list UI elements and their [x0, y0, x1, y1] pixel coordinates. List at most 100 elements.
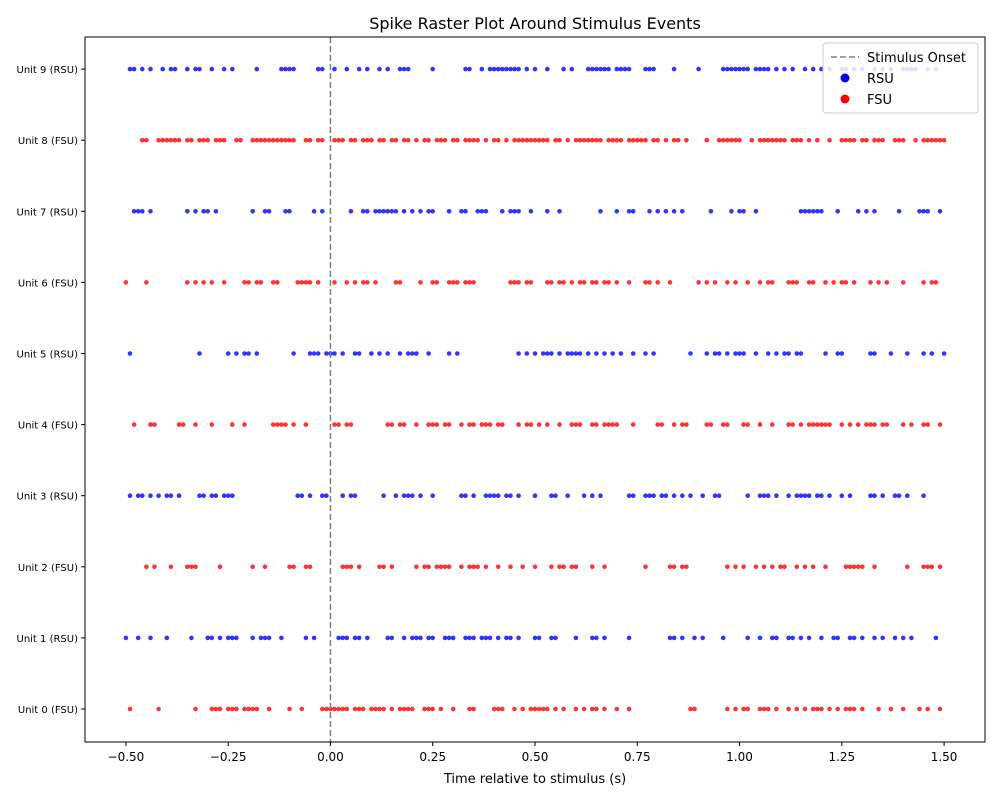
- spike-point: [315, 280, 321, 285]
- spike-point: [426, 706, 431, 712]
- spike-point: [385, 422, 391, 427]
- spike-point: [401, 493, 407, 499]
- spike-point: [573, 351, 579, 356]
- spike-point: [917, 706, 922, 712]
- spike-point: [495, 493, 501, 499]
- spike-point: [553, 137, 558, 143]
- spike-point: [381, 209, 386, 214]
- spike-point: [720, 422, 726, 427]
- spike-point: [671, 564, 677, 570]
- spike-point: [287, 706, 292, 712]
- spike-point: [675, 137, 681, 143]
- spike-point: [426, 564, 431, 570]
- spike-point: [647, 66, 652, 72]
- spike-point: [365, 66, 370, 72]
- spike-point: [745, 493, 750, 499]
- spike-point: [164, 635, 170, 641]
- spike-point: [205, 137, 210, 143]
- spike-point: [270, 280, 276, 285]
- spike-point: [757, 422, 763, 427]
- spike-point: [491, 66, 497, 72]
- spike-point: [688, 706, 693, 712]
- spike-point: [770, 280, 775, 285]
- spike-point: [524, 66, 530, 72]
- spike-point: [659, 493, 665, 499]
- spike-point: [385, 66, 391, 72]
- spike-point: [819, 209, 824, 214]
- spike-point: [516, 66, 521, 72]
- spike-point: [291, 137, 296, 143]
- spike-point: [524, 422, 530, 427]
- spike-point: [242, 422, 247, 427]
- spike-point: [753, 351, 759, 356]
- spike-point: [291, 422, 296, 427]
- spike-point: [561, 564, 566, 570]
- spike-point: [303, 137, 309, 143]
- y-tick-label: Unit 6 (FSU): [18, 278, 78, 289]
- spike-point: [344, 564, 350, 570]
- spike-point: [855, 564, 861, 570]
- spike-point: [340, 137, 346, 143]
- spike-point: [135, 209, 141, 214]
- spike-point: [377, 137, 382, 143]
- spike-point: [823, 422, 828, 427]
- spike-point: [495, 66, 501, 72]
- spike-point: [872, 209, 877, 214]
- spike-point: [504, 493, 509, 499]
- x-tick-label: −0.50: [108, 750, 145, 764]
- spike-point: [872, 635, 877, 641]
- spike-point: [332, 706, 337, 712]
- spike-point: [389, 209, 395, 214]
- spike-point: [610, 137, 615, 143]
- spike-point: [213, 209, 219, 214]
- spike-point: [553, 493, 558, 499]
- spike-point: [508, 209, 513, 214]
- spike-point: [160, 66, 165, 72]
- spike-point: [152, 564, 157, 570]
- spike-point: [712, 351, 718, 356]
- spike-point: [434, 422, 440, 427]
- spike-point: [221, 280, 227, 285]
- spike-point: [630, 422, 636, 427]
- spike-point: [450, 635, 456, 641]
- spike-point: [528, 209, 534, 214]
- spike-point: [475, 137, 481, 143]
- spike-point: [815, 137, 820, 143]
- spike-point: [434, 564, 440, 570]
- spike-point: [819, 635, 824, 641]
- legend-label: FSU: [867, 93, 892, 108]
- spike-point: [925, 422, 930, 427]
- spike-point: [790, 422, 795, 427]
- spike-point: [761, 137, 767, 143]
- spike-point: [365, 137, 370, 143]
- spike-point: [819, 422, 824, 427]
- spike-point: [340, 564, 346, 570]
- spike-point: [336, 137, 341, 143]
- y-tick-label: Unit 4 (FSU): [18, 421, 78, 432]
- spike-point: [254, 706, 260, 712]
- spike-point: [749, 137, 755, 143]
- spike-point: [602, 280, 607, 285]
- spike-point: [569, 66, 575, 72]
- spike-point: [671, 137, 677, 143]
- spike-point: [794, 564, 800, 570]
- spike-point: [831, 280, 836, 285]
- spike-point: [602, 706, 607, 712]
- spike-point: [516, 635, 521, 641]
- spike-point: [847, 635, 853, 641]
- spike-point: [786, 493, 791, 499]
- spike-point: [185, 137, 190, 143]
- spike-point: [491, 493, 497, 499]
- spike-point: [581, 280, 587, 285]
- spike-point: [221, 66, 227, 72]
- spike-point: [573, 422, 579, 427]
- spike-point: [352, 351, 358, 356]
- spike-point: [324, 351, 329, 356]
- spike-point: [630, 493, 636, 499]
- spike-point: [540, 706, 546, 712]
- spike-point: [585, 137, 591, 143]
- spike-point: [242, 706, 247, 712]
- spike-point: [561, 66, 566, 72]
- spike-point: [393, 137, 399, 143]
- spike-point: [446, 635, 452, 641]
